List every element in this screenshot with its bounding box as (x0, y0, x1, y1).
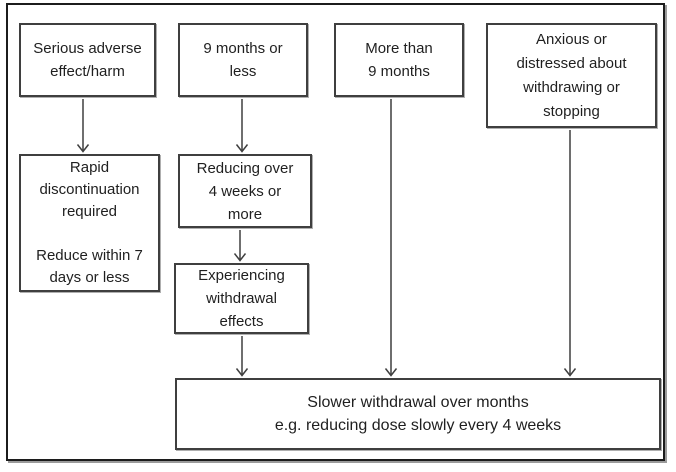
node-more-than-9-months: More than 9 months (334, 23, 464, 97)
node-anxious-or-distressed: Anxious or distressed about withdrawing … (486, 23, 657, 128)
node-9-months-or-less: 9 months or less (178, 23, 308, 97)
node-rapid-discontinuation: Rapid discontinuation required Reduce wi… (19, 154, 160, 292)
node-slower-withdrawal-over-months: Slower withdrawal over months e.g. reduc… (175, 378, 661, 450)
node-reducing-over-4-weeks: Reducing over 4 weeks or more (178, 154, 312, 228)
node-serious-adverse-effect: Serious adverse effect/harm (19, 23, 156, 97)
node-experiencing-withdrawal-effects: Experiencing withdrawal effects (174, 263, 309, 334)
